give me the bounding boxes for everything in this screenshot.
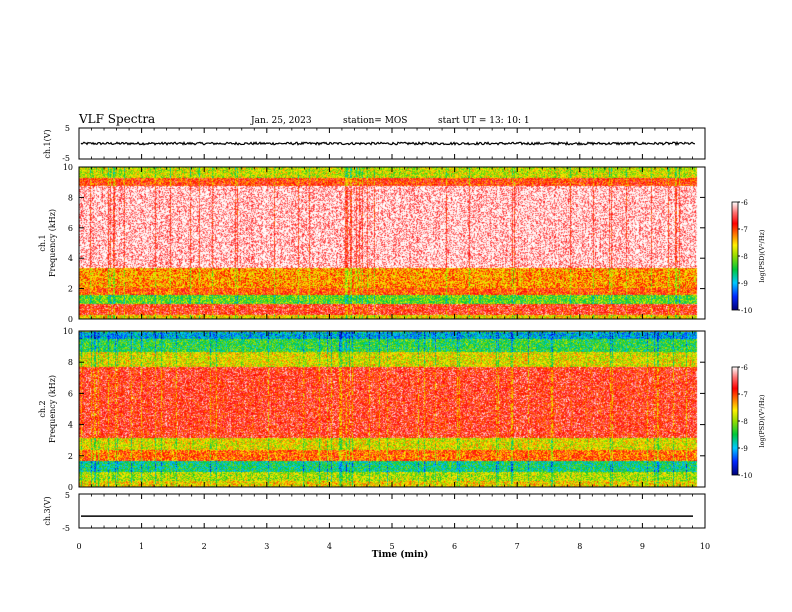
colorbar-scale <box>731 201 739 311</box>
ch1-channel-label: ch.1 <box>38 234 47 251</box>
frequency-tick-label: 10 <box>63 163 73 172</box>
colorbar-tick-label: -9 <box>741 280 748 288</box>
ch1-spectrogram-image <box>79 167 705 319</box>
colorbar-scale <box>731 366 739 476</box>
station-label: station= MOS <box>343 116 407 126</box>
frequency-tick-label: 6 <box>68 389 73 398</box>
date-label: Jan. 25, 2023 <box>250 116 312 126</box>
start-time-label: start UT = 13: 10: 1 <box>438 116 530 126</box>
ch2-frequency-ylabel: Frequency (kHz) <box>48 375 57 443</box>
time-axis-label: Time (min) <box>372 549 429 560</box>
time-tick-label: 9 <box>640 542 645 551</box>
ch1-colorbar: -6 -7 -8 -9 -10 log(PSD)(V²/Hz) <box>731 199 766 315</box>
time-tick-label: 3 <box>264 542 269 551</box>
ch3-ytick-top: 5 <box>65 491 70 500</box>
ch1-ytick-top: 5 <box>65 124 70 133</box>
ch1-ytick-bottom: -5 <box>62 154 70 163</box>
time-tick-label: 6 <box>452 542 457 551</box>
colorbar-tick-label: -10 <box>741 307 752 315</box>
ch1-frequency-axis: 0 2 4 6 8 10 <box>63 163 705 324</box>
colorbar-tick-label: -7 <box>741 226 748 234</box>
time-tick-label: 5 <box>389 542 394 551</box>
ch3-ytick-bottom: -5 <box>62 524 70 533</box>
colorbar-tick-label: -8 <box>741 418 748 426</box>
ch3-voltage-ylabel: ch.3(V) <box>43 496 52 525</box>
time-tick-label: 8 <box>577 542 582 551</box>
ch1-voltage-trace <box>80 140 696 147</box>
ch3-voltage-frame <box>78 493 706 529</box>
colorbar-tick-label: -6 <box>741 199 748 207</box>
ch3-voltage-panel: 5 -5 ch.3(V) <box>43 491 706 533</box>
figure-title: VLF Spectra <box>78 112 155 126</box>
frequency-tick-label: 2 <box>68 285 73 294</box>
time-axis-ticks: 0 1 2 3 4 5 6 7 8 9 10 <box>76 128 710 551</box>
ch1-spectrogram-panel: 0 2 4 6 8 10 ch.1 Frequency (kHz) -6 -7 -8 -9 -10… <box>38 163 766 324</box>
frequency-tick-label: 0 <box>68 315 73 324</box>
frequency-tick-label: 8 <box>68 193 73 202</box>
time-tick-label: 10 <box>700 542 710 551</box>
frequency-tick-label: 0 <box>68 483 73 492</box>
frequency-tick-label: 4 <box>68 254 73 263</box>
colorbar-tick-label: -6 <box>741 364 748 372</box>
frequency-tick-label: 6 <box>68 224 73 233</box>
colorbar-label: log(PSD)(V²/Hz) <box>758 394 766 447</box>
frequency-tick-label: 2 <box>68 452 73 461</box>
ch2-colorbar: -6 -7 -8 -9 -10 log(PSD)(V²/Hz) <box>731 364 766 480</box>
frequency-tick-label: 4 <box>68 421 73 430</box>
ch2-channel-label: ch.2 <box>38 400 47 417</box>
colorbar-tick-label: -10 <box>741 472 752 480</box>
ch2-spectrogram-image <box>79 331 705 487</box>
ch2-frequency-axis: 0 2 4 6 8 10 <box>63 327 705 492</box>
ch2-spectrogram-panel: 0 2 4 6 8 10 ch.2 Frequency (kHz) -6 -7 -8 -9 -10… <box>38 327 766 492</box>
colorbar-tick-label: -7 <box>741 391 748 399</box>
time-tick-label: 0 <box>76 542 81 551</box>
time-tick-label: 4 <box>327 542 332 551</box>
time-tick-label: 2 <box>202 542 207 551</box>
time-tick-label: 1 <box>139 542 144 551</box>
ch1-frequency-ylabel: Frequency (kHz) <box>48 209 57 277</box>
frequency-tick-label: 10 <box>63 327 73 336</box>
colorbar-tick-label: -8 <box>741 253 748 261</box>
time-tick-label: 7 <box>515 542 520 551</box>
colorbar-label: log(PSD)(V²/Hz) <box>758 229 766 282</box>
colorbar-tick-label: -9 <box>741 445 748 453</box>
ch1-voltage-ylabel: ch.1(V) <box>43 129 52 158</box>
ch1-voltage-panel: 5 -5 ch.1(V) <box>43 124 706 163</box>
frequency-tick-label: 8 <box>68 358 73 367</box>
